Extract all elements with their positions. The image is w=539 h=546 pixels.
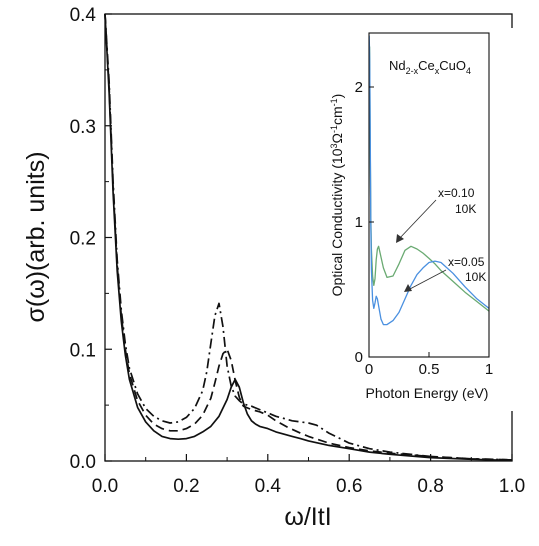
main-curves [104,13,513,462]
main-y-tick-label: 0.3 [70,117,96,138]
main-y-tick-label: 0.0 [70,452,96,473]
inset-x-tick-label: 1 [485,361,493,378]
inset-x-axis-label: Photon Energy (eV) [366,385,489,401]
inset-title: Nd2-xCexCuO4 [389,58,471,76]
main-y-tick-label: 0.1 [70,340,96,361]
inset-curves [368,35,490,326]
inset-series-0 [368,46,490,312]
annotation-x010-arrowhead [396,234,404,243]
annotation-x005-arrowhead [404,284,412,292]
main-x-tick-label: 0.2 [173,476,199,497]
main-series-dashed [104,13,513,461]
annotation-x005: x=0.05 [448,255,485,269]
inset-axis-ticks: 0 0.5 1 0 1 2 [355,79,494,378]
main-series-dashdot [104,13,513,461]
main-x-tick-label: 0.0 [92,476,118,497]
annotation-x005-temp: 10K [465,270,486,284]
inset-background [318,28,513,411]
annotation-x010: x=0.10 [438,186,475,200]
main-x-tick-label: 1.0 [499,476,525,497]
main-x-axis-label: ω/ItI [284,503,331,531]
main-y-axis-label: σ(ω)(arb. units) [22,151,50,322]
main-x-tick-label: 0.8 [417,476,443,497]
main-x-tick-label: 0.6 [336,476,362,497]
main-x-tick-label: 0.4 [255,476,282,497]
main-y-tick-label: 0.2 [70,229,96,250]
inset-y-axis-label: Optical Conductivity (103Ω-1cm-1) [329,94,345,297]
inset-y-tick-label: 2 [355,79,363,96]
inset-series-1 [368,35,490,326]
inset-y-tick-label: 1 [355,214,363,231]
main-series-solid [104,13,513,462]
annotation-x005-arrow [407,269,447,291]
main-axis-ticks: 0.0 0.2 0.4 0.6 0.8 1.0 0.0 0.1 0.2 0.3 0.4 [70,5,526,497]
inset-x-tick-label: 0.5 [419,361,440,378]
main-y-tick-label: 0.4 [70,5,97,26]
inset-y-tick-label: 0 [355,349,363,366]
inset-x-tick-label: 0 [365,361,373,378]
annotation-x010-arrow [397,199,437,241]
annotation-x010-temp: 10K [455,202,476,216]
